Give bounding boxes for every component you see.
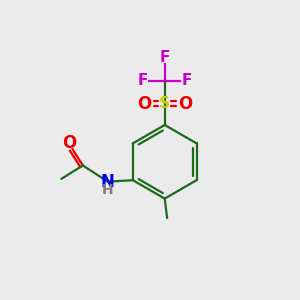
Text: N: N — [101, 173, 115, 191]
Text: O: O — [137, 95, 152, 113]
Text: H: H — [102, 184, 114, 197]
Text: F: F — [182, 73, 192, 88]
Text: F: F — [138, 73, 148, 88]
Text: O: O — [62, 134, 76, 152]
Text: S: S — [159, 96, 170, 111]
Text: F: F — [160, 50, 170, 65]
Text: O: O — [178, 95, 192, 113]
